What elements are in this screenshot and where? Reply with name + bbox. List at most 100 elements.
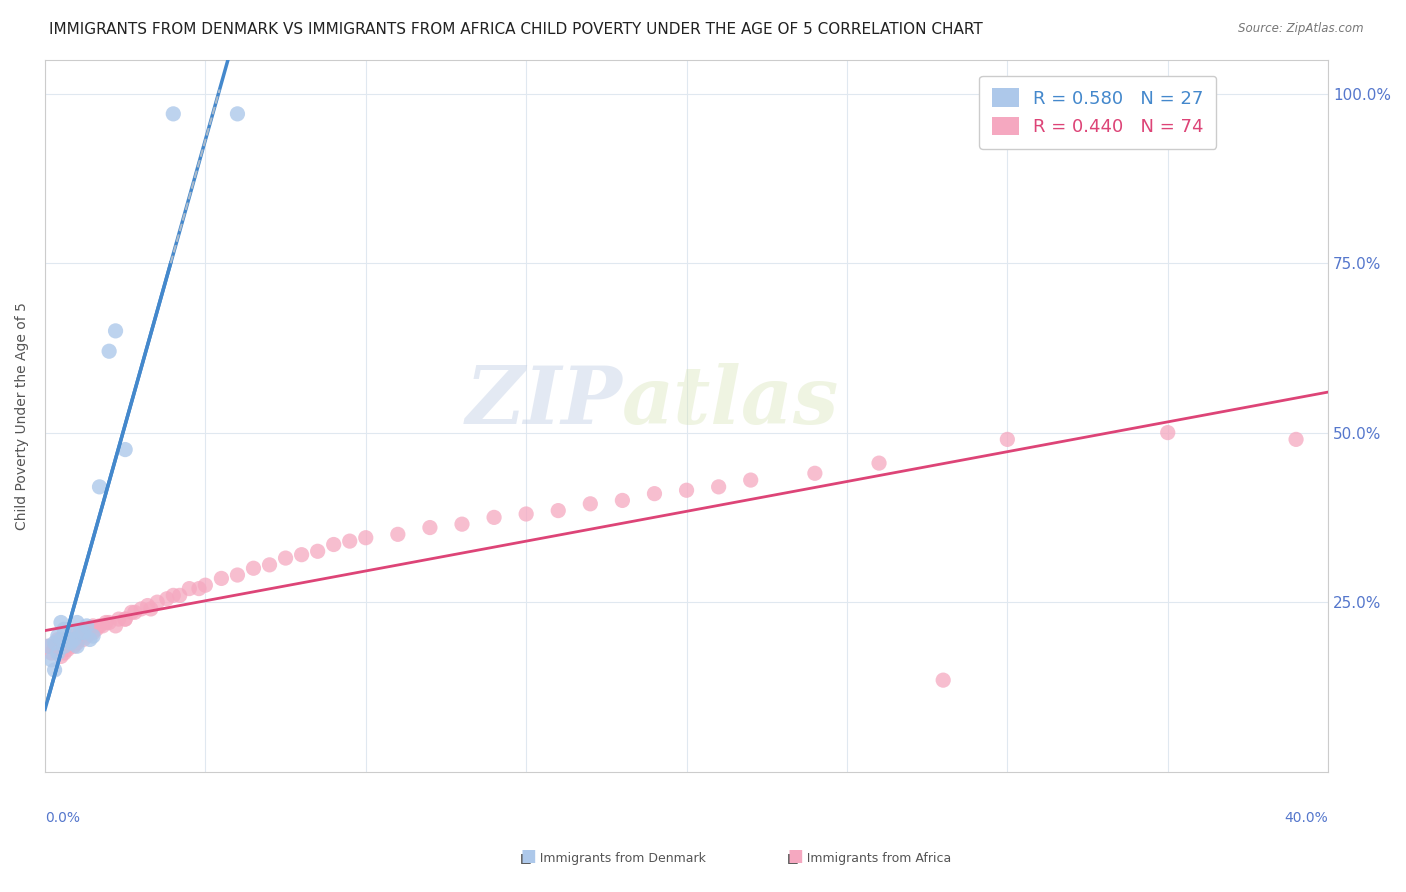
Point <box>104 619 127 633</box>
Point <box>49 615 72 630</box>
Point <box>114 612 136 626</box>
Point <box>1157 425 1180 440</box>
Point <box>66 639 89 653</box>
Point <box>53 646 76 660</box>
Legend: R = 0.580   N = 27, R = 0.440   N = 74: R = 0.580 N = 27, R = 0.440 N = 74 <box>979 76 1216 149</box>
Point <box>179 582 201 596</box>
Text: atlas: atlas <box>623 363 839 440</box>
Point <box>121 605 143 619</box>
Point <box>932 673 955 687</box>
Point <box>79 632 101 647</box>
Point <box>49 632 72 647</box>
Point <box>44 663 66 677</box>
Y-axis label: Child Poverty Under the Age of 5: Child Poverty Under the Age of 5 <box>15 301 30 530</box>
Point <box>868 456 890 470</box>
Point <box>76 629 98 643</box>
Point <box>59 636 82 650</box>
Point <box>46 629 69 643</box>
Point <box>194 578 217 592</box>
Point <box>89 619 111 633</box>
Point <box>146 595 169 609</box>
Point <box>114 612 136 626</box>
Point <box>66 632 89 647</box>
Point <box>66 636 89 650</box>
Point <box>46 639 69 653</box>
Point <box>41 653 63 667</box>
Point <box>37 639 59 653</box>
Point <box>643 486 665 500</box>
Point <box>1285 433 1308 447</box>
Point <box>162 588 184 602</box>
Point <box>82 619 104 633</box>
Text: ■  Immigrants from Denmark: ■ Immigrants from Denmark <box>520 852 706 865</box>
Point <box>66 615 89 630</box>
Point <box>354 531 377 545</box>
Point <box>451 517 474 532</box>
Point <box>339 534 361 549</box>
Point <box>84 622 107 636</box>
Point <box>547 503 569 517</box>
Point <box>291 548 314 562</box>
Point <box>49 649 72 664</box>
Point <box>49 639 72 653</box>
Point <box>63 629 86 643</box>
Point <box>59 632 82 647</box>
Point <box>98 344 121 359</box>
Point <box>322 537 344 551</box>
Point <box>82 625 104 640</box>
Point <box>107 612 129 626</box>
Point <box>76 625 98 640</box>
Point <box>387 527 409 541</box>
Point <box>579 497 602 511</box>
Point <box>307 544 329 558</box>
Point <box>69 625 91 640</box>
Text: ZIP: ZIP <box>465 363 623 440</box>
Point <box>259 558 281 572</box>
Point <box>94 615 117 630</box>
Point <box>44 636 66 650</box>
Point <box>89 480 111 494</box>
Point <box>63 632 86 647</box>
Point <box>41 646 63 660</box>
Point <box>82 629 104 643</box>
Point <box>63 639 86 653</box>
Point <box>56 639 79 653</box>
Point <box>53 639 76 653</box>
Point <box>72 625 94 640</box>
Point <box>59 625 82 640</box>
Point <box>104 324 127 338</box>
Point <box>37 639 59 653</box>
Point <box>44 639 66 653</box>
Point <box>53 636 76 650</box>
Point <box>169 588 191 602</box>
Point <box>129 602 152 616</box>
Point <box>419 520 441 534</box>
Text: IMMIGRANTS FROM DENMARK VS IMMIGRANTS FROM AFRICA CHILD POVERTY UNDER THE AGE OF: IMMIGRANTS FROM DENMARK VS IMMIGRANTS FR… <box>49 22 983 37</box>
Point <box>995 433 1018 447</box>
Point <box>136 599 159 613</box>
Point <box>79 622 101 636</box>
Point <box>804 467 827 481</box>
Text: 0.0%: 0.0% <box>45 811 80 825</box>
Text: Source: ZipAtlas.com: Source: ZipAtlas.com <box>1239 22 1364 36</box>
Point <box>209 571 232 585</box>
Text: 40.0%: 40.0% <box>1285 811 1329 825</box>
Point <box>72 625 94 640</box>
Point <box>59 636 82 650</box>
Point <box>188 582 211 596</box>
Point <box>98 615 121 630</box>
Point <box>76 619 98 633</box>
Point <box>226 568 249 582</box>
Text: ■: ■ <box>520 847 536 865</box>
Point <box>156 591 179 606</box>
Point <box>56 632 79 647</box>
Point <box>139 602 162 616</box>
Point <box>482 510 505 524</box>
Point <box>46 646 69 660</box>
Point <box>707 480 730 494</box>
Point <box>612 493 634 508</box>
Point <box>72 632 94 647</box>
Point <box>242 561 264 575</box>
Point <box>46 632 69 647</box>
Point <box>675 483 697 498</box>
